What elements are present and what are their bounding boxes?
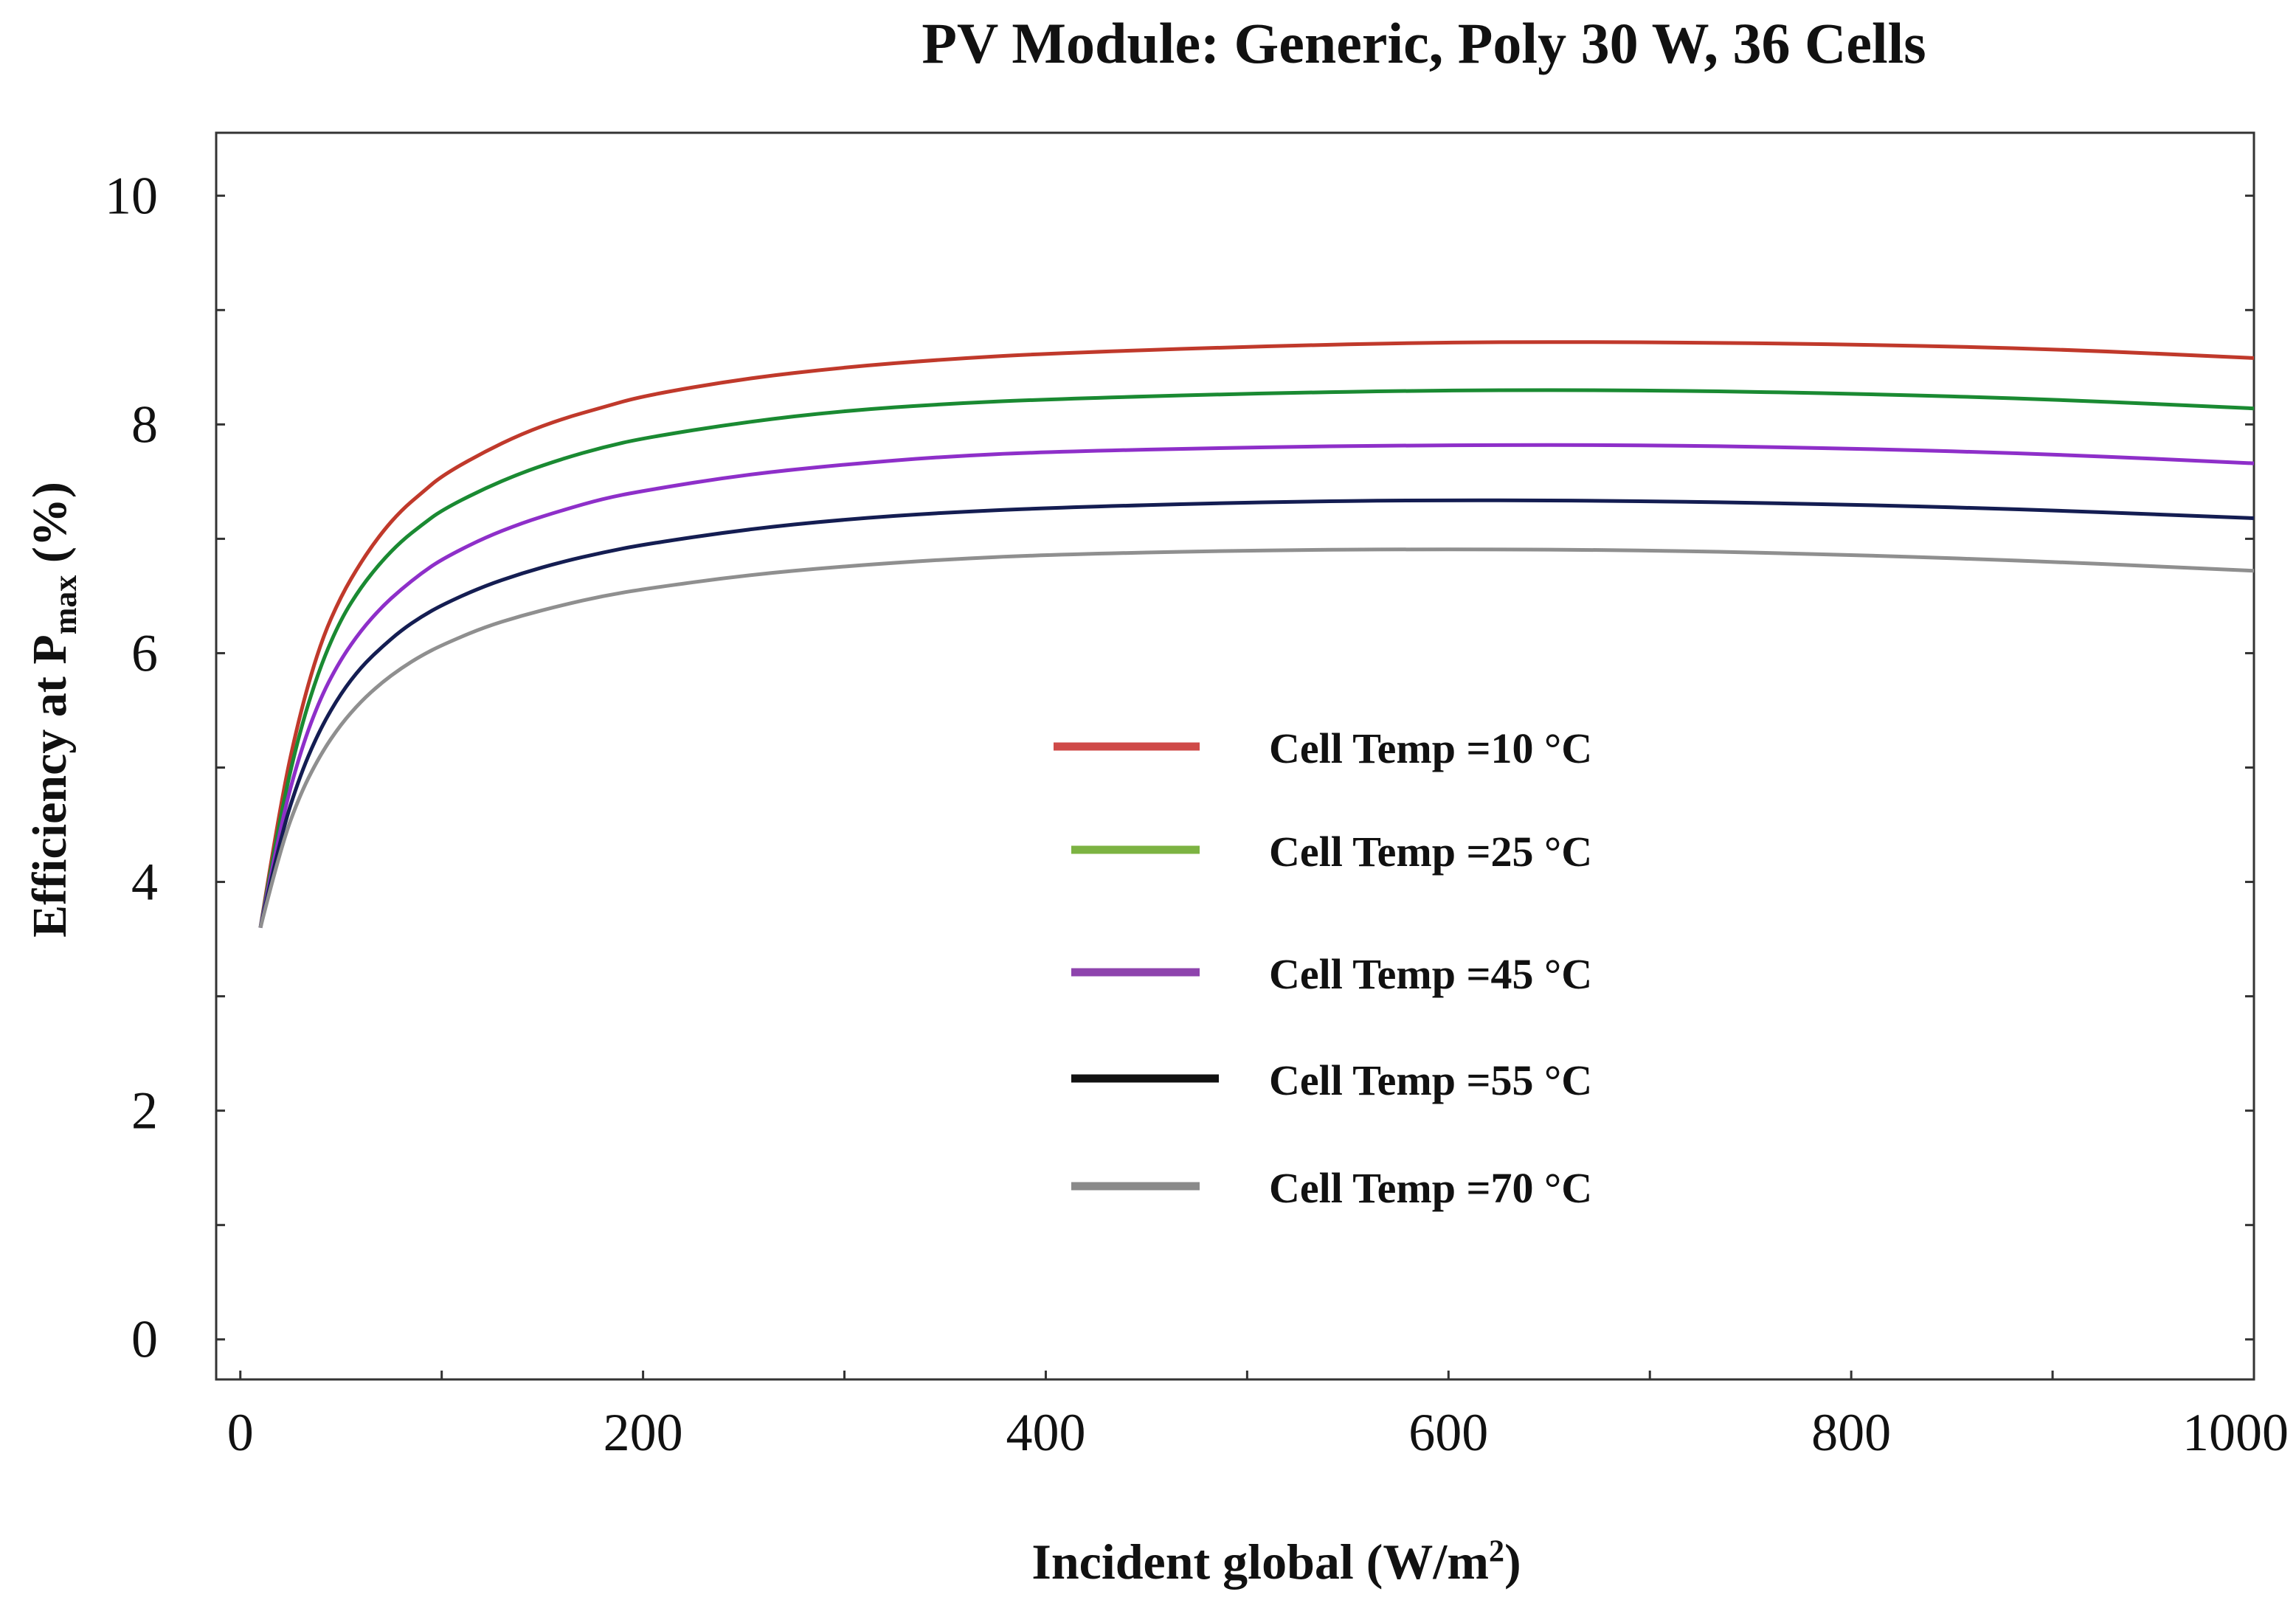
series-line [258, 498, 2255, 929]
x-tick-label: 400 [1006, 1403, 1085, 1462]
x-axis-label: Incident global (W/m2) [981, 1533, 1571, 1591]
legend-label: Cell Temp =25 °C [1269, 828, 1592, 876]
y-tick-labels: 0 2 4 6 8 10 [105, 166, 158, 1368]
legend-label: Cell Temp =55 °C [1269, 1056, 1592, 1104]
y-minor-ticks [216, 194, 2254, 1341]
x-tick-label: 0 [227, 1403, 254, 1462]
series-line [258, 547, 2255, 929]
chart-title: PV Module: Generic, Poly 30 W, 36 Cells [921, 11, 1926, 75]
x-tick-label: 600 [1408, 1403, 1488, 1462]
x-axis-label-superscript: 2 [1488, 1534, 1504, 1569]
legend-label: Cell Temp =10 °C [1269, 724, 1592, 772]
series-line [258, 340, 2255, 928]
x-axis-label-main: Incident global (W/m [1031, 1534, 1489, 1590]
y-tick-label: 6 [131, 623, 158, 682]
x-tick-label: 800 [1811, 1403, 1891, 1462]
x-axis-label-tail: ) [1504, 1534, 1521, 1590]
y-tick-label: 0 [131, 1310, 158, 1369]
legend-label: Cell Temp =45 °C [1269, 950, 1592, 998]
series-lines [258, 340, 2255, 929]
y-tick-label: 10 [105, 166, 158, 225]
legend-label: Cell Temp =70 °C [1269, 1164, 1592, 1212]
x-tick-labels: 0 200 400 600 800 1000 [227, 1403, 2289, 1462]
plot-area-frame [215, 131, 2255, 1381]
x-tick-label: 200 [604, 1403, 683, 1462]
legend: Cell Temp =10 °C Cell Temp =25 °C Cell Tem… [1054, 724, 1592, 1212]
y-tick-label: 8 [131, 395, 158, 454]
series-line [258, 443, 2255, 929]
x-tick-label: 1000 [2182, 1403, 2289, 1462]
series-line [258, 388, 2255, 929]
y-tick-label: 4 [131, 853, 158, 912]
y-tick-label: 2 [131, 1081, 158, 1140]
x-minor-ticks [239, 1371, 2255, 1379]
